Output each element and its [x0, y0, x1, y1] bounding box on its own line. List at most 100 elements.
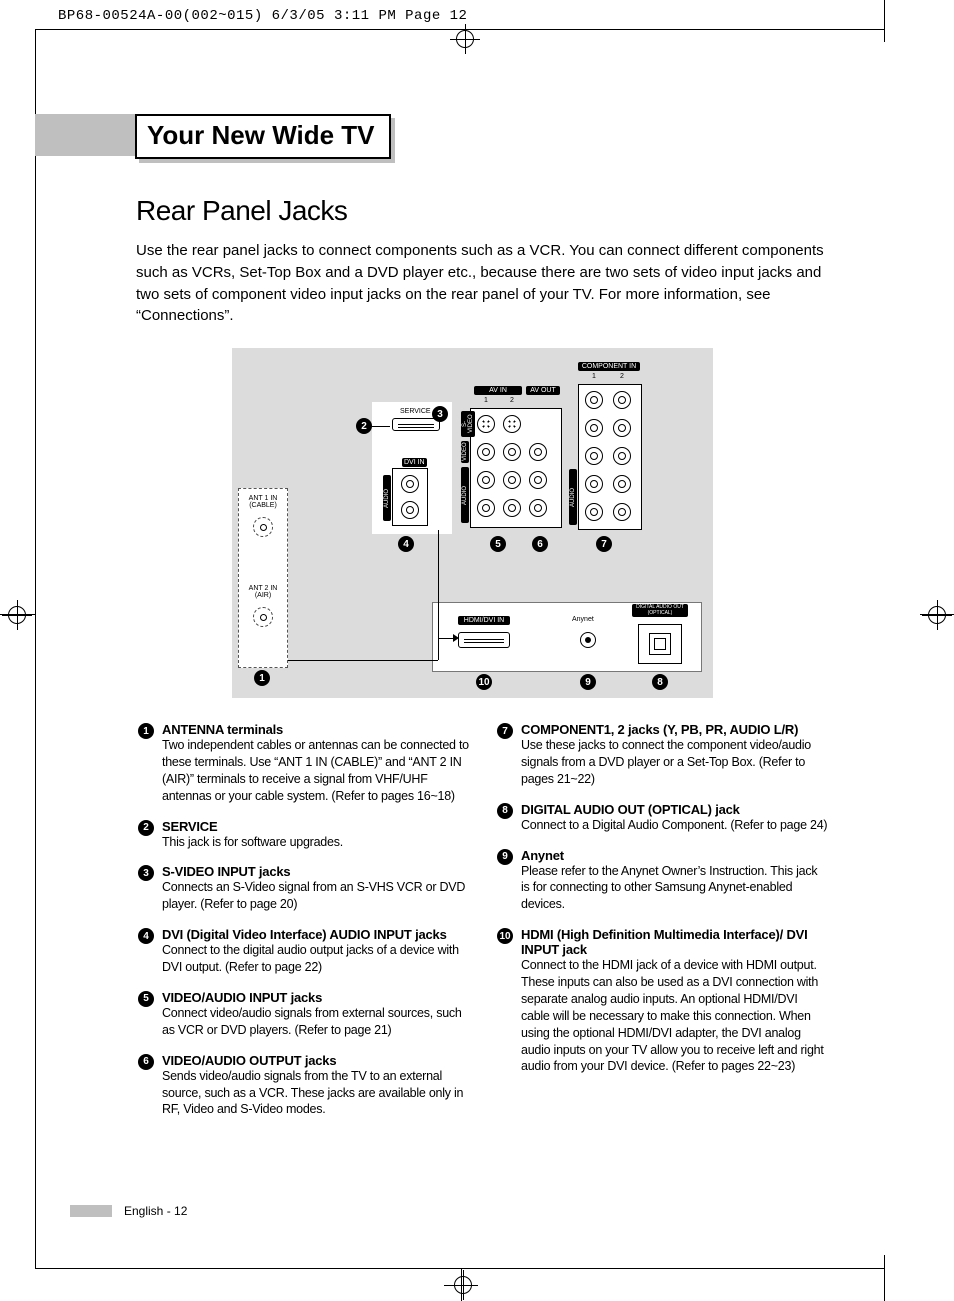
- callout-10: 10: [476, 674, 492, 690]
- callout-3: 3: [432, 406, 448, 422]
- desc-bullet-10: 10: [497, 928, 513, 944]
- section-title: Rear Panel Jacks: [136, 195, 347, 227]
- footer-bar: [70, 1205, 112, 1217]
- desc-text-7: COMPONENT1, 2 jacks (Y, PB, PR, AUDIO L/…: [521, 722, 828, 788]
- registration-mark-bottom: [448, 1270, 478, 1300]
- comp-l2: [613, 475, 631, 493]
- desc-body-7: Use these jacks to connect the component…: [521, 737, 828, 788]
- av-aud-l2: [503, 471, 521, 489]
- callout-1: 1: [254, 670, 270, 686]
- callout-4: 4: [398, 536, 414, 552]
- title-banner-gray: [35, 114, 135, 156]
- desc-item-1: 1 ANTENNA terminalsTwo independent cables…: [138, 722, 469, 805]
- desc-text-5: VIDEO/AUDIO INPUT jacksConnect video/aud…: [162, 990, 469, 1039]
- page-footer: English - 12: [70, 1204, 187, 1218]
- svideo-sidelabel: S-VIDEO: [461, 411, 475, 437]
- callout-6: 6: [532, 536, 548, 552]
- desc-item-10: 10 HDMI (High Definition Multimedia Inter…: [497, 927, 828, 1075]
- av-panel: S-VIDEO VIDEO AUDIO: [470, 408, 562, 528]
- desc-item-6: 6VIDEO/AUDIO OUTPUT jacksSends video/aud…: [138, 1053, 469, 1119]
- desc-bullet-4: 4: [138, 928, 154, 944]
- av-video1: [477, 443, 495, 461]
- dvi-audio-sidelabel: AUDIO: [383, 475, 391, 521]
- desc-title-2: SERVICE: [162, 819, 343, 834]
- dvi-audio-r: [401, 501, 419, 519]
- av-in-label: AV IN: [474, 386, 522, 395]
- crop-tick-bot-right: [884, 1255, 885, 1301]
- desc-body-1: Two independent cables or antennas can b…: [162, 737, 469, 805]
- av-video2: [503, 443, 521, 461]
- desc-item-9: 9 AnynetPlease refer to the Anynet Owner’…: [497, 848, 828, 914]
- av-aud-r2: [503, 499, 521, 517]
- callout-5: 5: [490, 536, 506, 552]
- optical-panel: [638, 624, 682, 664]
- optical-jack: [649, 633, 671, 655]
- av-aud-l1: [477, 471, 495, 489]
- desc-title-8: DIGITAL AUDIO OUT (OPTICAL) jack: [521, 802, 827, 817]
- desc-item-8: 8DIGITAL AUDIO OUT (OPTICAL) jackConnect…: [497, 802, 828, 834]
- desc-bullet-1: 1: [138, 723, 154, 739]
- desc-item-3: 3 S-VIDEO INPUT jacksConnects an S-Video …: [138, 864, 469, 913]
- desc-bullet-7: 7: [497, 723, 513, 739]
- registration-mark-right: [922, 600, 952, 630]
- page-header: BP68-00524A-00(002~015) 6/3/05 3:11 PM P…: [58, 8, 467, 24]
- comp-pr2: [613, 447, 631, 465]
- desc-title-9: Anynet: [521, 848, 828, 863]
- ant1-jack: [253, 517, 273, 537]
- crop-tick-top-right: [884, 0, 885, 42]
- desc-title-6: VIDEO/AUDIO OUTPUT jacks: [162, 1053, 469, 1068]
- comp-1: 1: [592, 373, 596, 380]
- callout-8: 8: [652, 674, 668, 690]
- comp-audio-sidelabel: AUDIO: [569, 469, 577, 525]
- comp-2: 2: [620, 373, 624, 380]
- desc-bullet-9: 9: [497, 849, 513, 865]
- line-ant-to-hdmi-h: [288, 660, 438, 661]
- desc-bullet-6: 6: [138, 1054, 154, 1070]
- crop-line-bottom: [35, 1268, 885, 1269]
- title-banner-text: Your New Wide TV: [147, 120, 375, 151]
- callout-9: 9: [580, 674, 596, 690]
- desc-body-4: Connect to the digital audio output jack…: [162, 942, 469, 976]
- comp-pb2: [613, 419, 631, 437]
- ant2-label: ANT 2 IN (AIR): [239, 585, 287, 600]
- desc-title-5: VIDEO/AUDIO INPUT jacks: [162, 990, 469, 1005]
- description-columns: 1 ANTENNA terminalsTwo independent cables…: [138, 722, 828, 1132]
- desc-title-3: S-VIDEO INPUT jacks: [162, 864, 469, 879]
- service-label: SERVICE: [400, 408, 431, 415]
- rear-panel-diagram: ANT 1 IN (CABLE) ANT 2 IN (AIR) SERVICE …: [232, 348, 713, 698]
- desc-item-7: 7 COMPONENT1, 2 jacks (Y, PB, PR, AUDIO L…: [497, 722, 828, 788]
- title-banner-box: Your New Wide TV: [135, 114, 391, 159]
- desc-title-4: DVI (Digital Video Interface) AUDIO INPU…: [162, 927, 469, 942]
- comp-r2: [613, 503, 631, 521]
- desc-body-9: Please refer to the Anynet Owner’s Instr…: [521, 863, 828, 914]
- anynet-jack: [580, 632, 596, 648]
- intro-paragraph: Use the rear panel jacks to connect comp…: [136, 240, 826, 327]
- antenna-block: ANT 1 IN (CABLE) ANT 2 IN (AIR): [238, 488, 288, 668]
- right-column: 7 COMPONENT1, 2 jacks (Y, PB, PR, AUDIO L…: [497, 722, 828, 1132]
- ant2-jack: [253, 607, 273, 627]
- dvi-audio-l: [401, 475, 419, 493]
- desc-text-2: SERVICEThis jack is for software upgrade…: [162, 819, 343, 851]
- desc-body-2: This jack is for software upgrades.: [162, 834, 343, 851]
- desc-body-3: Connects an S-Video signal from an S-VHS…: [162, 879, 469, 913]
- audio-sidelabel: AUDIO: [461, 467, 469, 523]
- desc-text-1: ANTENNA terminalsTwo independent cables …: [162, 722, 469, 805]
- optical-label: DIGITAL AUDIO OUT (OPTICAL): [632, 604, 688, 617]
- arrow-hdmi: [453, 634, 459, 642]
- desc-title-1: ANTENNA terminals: [162, 722, 469, 737]
- comp-r1: [585, 503, 603, 521]
- comp-pr1: [585, 447, 603, 465]
- comp-y1: [585, 391, 603, 409]
- desc-bullet-3: 3: [138, 865, 154, 881]
- av-aud-r-out: [529, 499, 547, 517]
- desc-item-4: 4 DVI (Digital Video Interface) AUDIO INP…: [138, 927, 469, 976]
- dvi-audio-panel: AUDIO: [392, 468, 428, 526]
- desc-title-10: HDMI (High Definition Multimedia Interfa…: [521, 927, 828, 957]
- desc-body-5: Connect video/audio signals from externa…: [162, 1005, 469, 1039]
- component-label: COMPONENT IN: [578, 362, 640, 371]
- av-in-2: 2: [510, 397, 514, 404]
- callout-7: 7: [596, 536, 612, 552]
- svideo1: [477, 415, 495, 433]
- ant1-label: ANT 1 IN (CABLE): [239, 495, 287, 510]
- anynet-label: Anynet: [572, 616, 594, 623]
